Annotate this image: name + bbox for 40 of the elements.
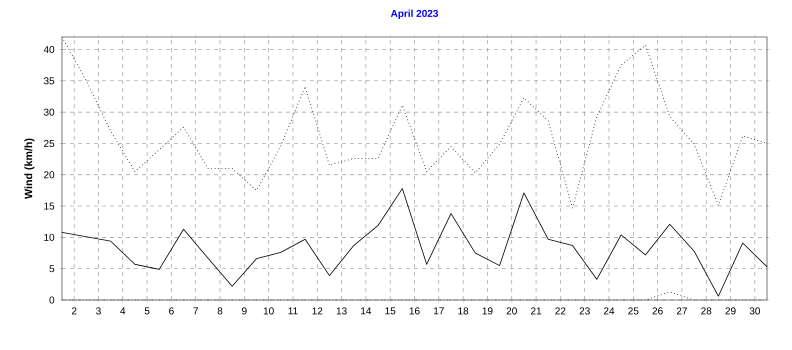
x-tick-label: 23 (580, 307, 590, 314)
x-tick-label: 6 (169, 307, 174, 314)
x-tick-label: 14 (361, 307, 372, 314)
y-tick-label: 5 (49, 265, 54, 272)
y-tick-label: 15 (44, 202, 54, 210)
x-tick-label: 4 (120, 307, 126, 314)
x-tick-label: 15 (385, 307, 396, 314)
x-tick-label: 30 (750, 307, 760, 314)
x-tick-label: 29 (725, 307, 736, 314)
x-tick-label: 8 (218, 307, 222, 314)
y-tick-label: 35 (44, 77, 54, 84)
x-tick-label: 17 (434, 307, 444, 314)
y-tick-label: 25 (44, 140, 54, 147)
chart-title: April 2023 (390, 10, 438, 19)
y-tick-label: 20 (44, 171, 54, 178)
y-tick-label: 40 (44, 46, 54, 54)
x-tick-label: 28 (701, 307, 712, 314)
x-tick-label: 2 (72, 307, 76, 314)
x-tick-label: 20 (506, 307, 517, 314)
x-tick-label: 27 (676, 307, 687, 314)
y-axis-title: Wind (km/h) (24, 138, 34, 199)
x-tick-label: 12 (312, 307, 322, 314)
x-tick-label: 11 (288, 307, 298, 314)
x-tick-label: 18 (458, 307, 468, 314)
x-tick-label: 3 (96, 307, 101, 314)
x-tick-label: 10 (264, 307, 274, 314)
x-tick-label: 19 (482, 307, 493, 314)
x-tick-label: 22 (555, 307, 566, 314)
x-tick-label: 7 (193, 307, 198, 314)
y-tick-label: 30 (44, 108, 54, 116)
x-tick-label: 25 (628, 307, 638, 314)
y-tick-label: 0 (49, 296, 54, 304)
x-tick-label: 9 (242, 307, 247, 314)
x-tick-label: 21 (530, 307, 542, 314)
x-tick-label: 5 (144, 307, 150, 314)
x-tick-label: 26 (652, 307, 663, 314)
y-tick-label: 10 (44, 234, 54, 241)
x-tick-label: 13 (336, 307, 347, 314)
x-tick-label: 16 (410, 307, 420, 314)
x-tick-label: 24 (604, 307, 614, 314)
